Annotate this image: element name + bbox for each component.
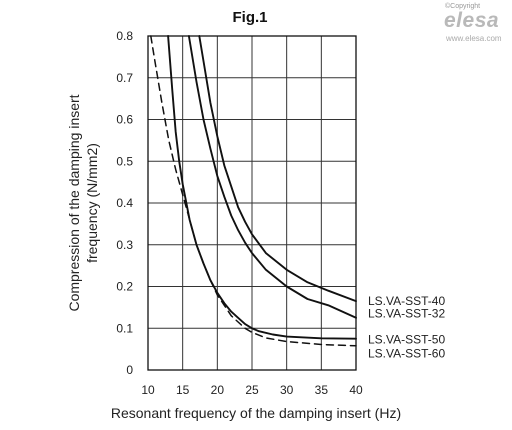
y-axis-label-group: Compression of the damping insert — [66, 94, 82, 311]
x-tick-label: 40 — [349, 383, 363, 397]
y-tick-label: 0 — [126, 363, 133, 377]
y-tick-label: 0.8 — [116, 29, 133, 43]
x-tick-label: 35 — [315, 383, 329, 397]
grid — [147, 35, 357, 371]
series-label: LS.VA-SST-60 — [368, 346, 445, 360]
y-tick-label: 0.4 — [116, 196, 133, 210]
x-axis-label: Resonant frequency of the damping insert… — [111, 405, 401, 421]
y-tick-label: 0.3 — [116, 238, 133, 252]
series-label: LS.VA-SST-50 — [368, 333, 445, 347]
x-tick-label: 15 — [176, 383, 190, 397]
y-ticks: 0 0.1 0.2 0.3 0.4 0.5 0.6 0.7 0.8 — [116, 29, 133, 377]
x-tick-label: 30 — [280, 383, 294, 397]
plot-frame — [147, 35, 357, 371]
y-tick-label: 0.5 — [116, 154, 133, 168]
series-line-ls-va-sst-40 — [198, 35, 357, 303]
y-axis-label-group-2: frequency (N/mm2) — [84, 143, 100, 263]
brand-logo: ©Copyright elesa www.elesa.com — [444, 2, 502, 43]
series-line-ls-va-sst-32 — [187, 35, 357, 319]
series-line-ls-va-sst-50 — [167, 35, 357, 340]
y-axis-label-line-1: Compression of the damping insert — [66, 94, 82, 311]
series-label: LS.VA-SST-40 — [368, 294, 445, 308]
y-tick-label: 0.6 — [116, 113, 133, 127]
x-tick-label: 10 — [141, 383, 155, 397]
brand-name: elesa — [444, 9, 499, 32]
x-tick-label: 25 — [245, 383, 259, 397]
y-tick-label: 0.7 — [116, 71, 133, 85]
brand-url: www.elesa.com — [445, 34, 502, 43]
series-lines — [150, 35, 357, 347]
x-tick-label: 20 — [211, 383, 225, 397]
series-line-ls-va-sst-60 — [150, 35, 357, 347]
y-tick-label: 0.1 — [116, 321, 133, 335]
series-label: LS.VA-SST-32 — [368, 307, 445, 321]
y-axis-label-line-2: frequency (N/mm2) — [84, 143, 100, 263]
x-ticks: 10 15 20 25 30 35 40 — [141, 383, 363, 397]
chart-title: Fig.1 — [232, 9, 267, 26]
copyright-text: ©Copyright — [445, 2, 480, 10]
y-tick-label: 0.2 — [116, 280, 133, 294]
